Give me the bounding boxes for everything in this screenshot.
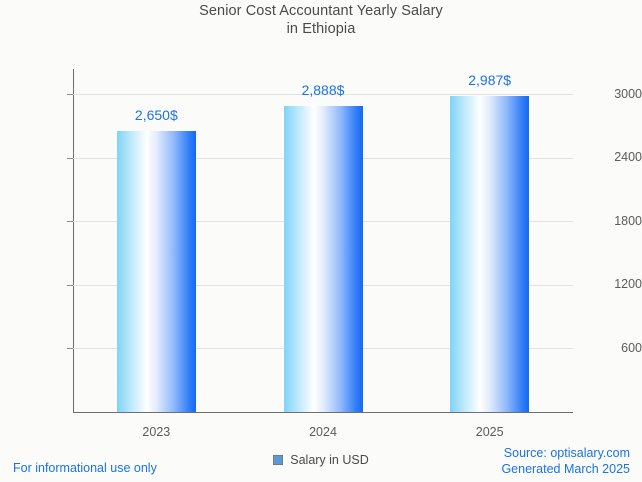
y-tick-mark bbox=[67, 284, 73, 286]
y-tick-label: 1800 bbox=[614, 213, 642, 228]
bar-value-label: 2,650$ bbox=[134, 107, 178, 124]
y-tick-label: 600 bbox=[621, 340, 642, 355]
y-tick-label: 2400 bbox=[614, 150, 642, 165]
x-tick-label: 2025 bbox=[475, 425, 504, 439]
bar[interactable] bbox=[450, 95, 530, 412]
x-axis-line bbox=[73, 412, 573, 413]
plot-area bbox=[73, 70, 573, 412]
chart-title-line-2: in Ethiopia bbox=[286, 20, 356, 37]
x-tick-label: 2023 bbox=[142, 425, 171, 439]
source-text: Source: optisalary.com bbox=[503, 446, 630, 460]
bar-value-label: 2,987$ bbox=[468, 71, 512, 88]
y-tick-label: 1200 bbox=[614, 277, 642, 292]
y-tick-mark bbox=[67, 348, 73, 350]
chart-title-line-1: Senior Cost Accountant Yearly Salary bbox=[199, 3, 443, 19]
bar-value-label: 2,888$ bbox=[301, 82, 345, 99]
chart-title: Senior Cost Accountant Yearly Salary in … bbox=[0, 3, 642, 38]
gridline bbox=[73, 94, 573, 96]
generated-text: Generated March 2025 bbox=[501, 461, 630, 476]
source-block: Source: optisalary.com Generated March 2… bbox=[501, 446, 630, 477]
bar[interactable] bbox=[116, 131, 196, 412]
y-axis-line bbox=[73, 69, 74, 413]
y-tick-mark bbox=[67, 221, 73, 223]
chart-legend[interactable]: Salary in USD bbox=[0, 453, 642, 467]
x-tick-label: 2024 bbox=[309, 425, 337, 439]
bar[interactable] bbox=[283, 106, 363, 412]
y-tick-label: 3000 bbox=[614, 86, 642, 101]
legend-swatch-icon bbox=[273, 455, 284, 465]
legend-label: Salary in USD bbox=[290, 453, 369, 467]
y-tick-mark bbox=[67, 94, 73, 96]
informational-note: For informational use only bbox=[13, 461, 157, 475]
y-tick-mark bbox=[67, 157, 73, 159]
